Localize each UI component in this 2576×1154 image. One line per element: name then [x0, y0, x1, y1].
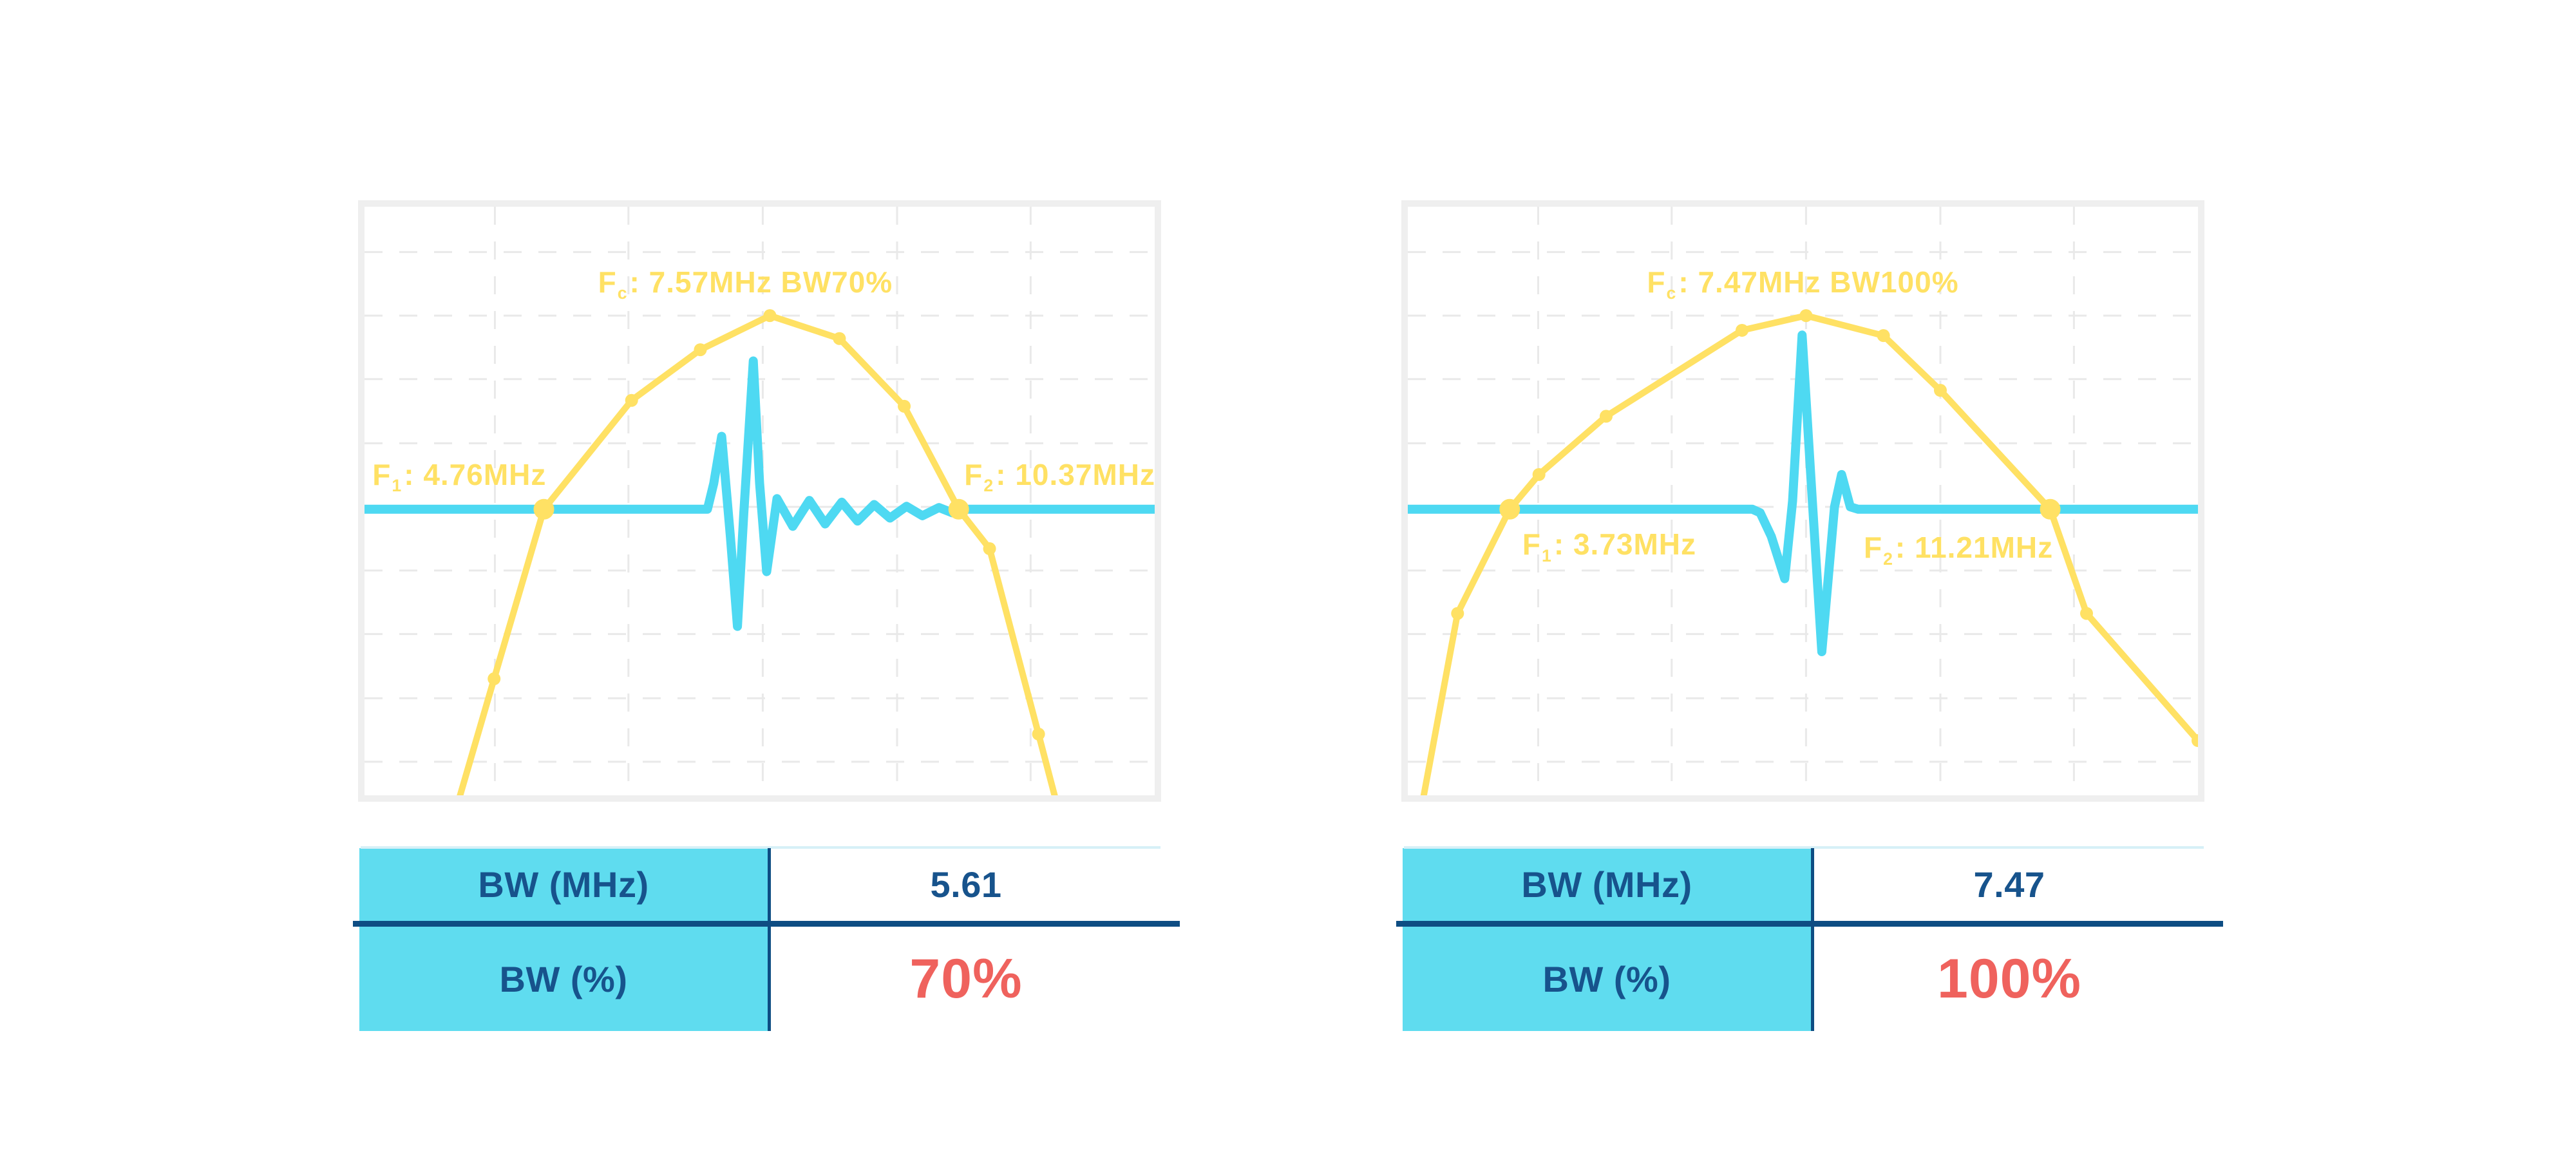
- bw-percent-row-value-cell: 70%: [771, 927, 1161, 1031]
- bw-mhz-value: 7.47: [1973, 864, 2045, 905]
- bw-percent-value: 70%: [909, 947, 1023, 1010]
- bw-percent-label: BW (%): [499, 958, 628, 999]
- bw-table-left: BW (MHz) 5.61 BW (%) 70%: [353, 843, 1180, 1036]
- table-header-column-bg: [1403, 848, 1811, 1031]
- bw-percent-row-label-cell: BW (%): [359, 927, 768, 1031]
- table-row-divider: [353, 921, 1180, 927]
- bw-mhz-row-label-cell: BW (MHz): [1403, 848, 1811, 921]
- bw-percent-row-value-cell: 100%: [1814, 927, 2204, 1031]
- fc-annotation: Fc: 7.47MHz BW100%: [1647, 265, 1959, 303]
- spectrum-chart-right: Fc: 7.47MHz BW100% F1: 3.73MHz F2: 11.21…: [1401, 200, 2204, 802]
- f1-annotation: F1: 3.73MHz: [1522, 527, 1697, 565]
- bw-table-right: BW (MHz) 7.47 BW (%) 100%: [1396, 843, 2223, 1036]
- table-column-divider: [1811, 848, 1814, 1031]
- spectrum-plot-svg: [1408, 207, 2198, 795]
- fc-annotation: Fc: 7.57MHz BW70%: [598, 265, 893, 303]
- bw-mhz-row-label-cell: BW (MHz): [359, 848, 768, 921]
- bw-percent-row-label-cell: BW (%): [1403, 927, 1811, 1031]
- table-row-divider: [1396, 921, 2223, 927]
- f2-annotation: F2: 11.21MHz: [1863, 530, 2054, 569]
- spectrum-chart-left: Fc: 7.57MHz BW70% F1: 4.76MHz F2: 10.37M…: [358, 200, 1161, 802]
- bw-mhz-row-value-cell: 7.47: [1814, 848, 2204, 921]
- table-top-border: [361, 846, 1160, 849]
- bw-mhz-label: BW (MHz): [478, 864, 649, 905]
- table-top-border: [1404, 846, 2204, 849]
- f2-annotation: F2: 10.37MHz: [964, 457, 1155, 496]
- f1-annotation: F1: 4.76MHz: [372, 457, 547, 496]
- spectrum-plot-svg: [365, 207, 1155, 795]
- bw-percent-value: 100%: [1937, 947, 2081, 1010]
- bw-mhz-row-value-cell: 5.61: [771, 848, 1161, 921]
- table-header-column-bg: [359, 848, 768, 1031]
- bw-mhz-label: BW (MHz): [1521, 864, 1692, 905]
- bw-mhz-value: 5.61: [930, 864, 1002, 905]
- table-column-divider: [768, 848, 771, 1031]
- bw-percent-label: BW (%): [1542, 958, 1671, 999]
